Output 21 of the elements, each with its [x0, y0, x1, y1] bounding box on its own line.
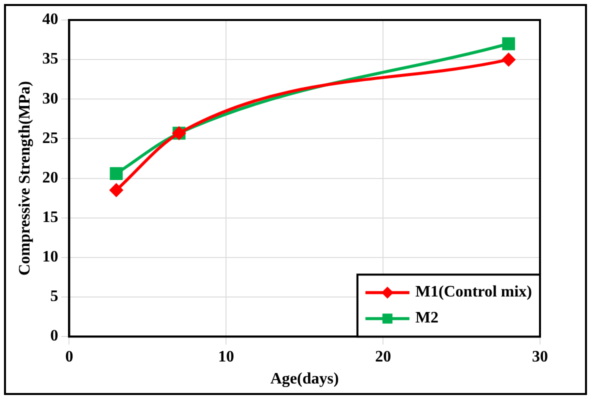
point — [110, 184, 123, 197]
point — [502, 53, 516, 66]
y-tick-label: 20 — [42, 169, 58, 186]
y-tick-label: 25 — [42, 130, 58, 147]
y-tick-label: 30 — [42, 90, 58, 108]
x-tick-label: 0 — [65, 348, 74, 366]
y-axis-title: Compressive Strength(MPa) — [16, 81, 34, 276]
y-tick-label: 35 — [42, 50, 58, 68]
legend-label: M2 — [415, 310, 439, 327]
x-tick-label: 20 — [375, 348, 392, 366]
y-tick-label: 10 — [42, 248, 58, 266]
x-tick-label: 30 — [532, 348, 548, 366]
y-tick-label: 5 — [50, 288, 58, 306]
y-tick-label: 40 — [42, 11, 58, 28]
legend-label: M1(Control mix) — [415, 284, 532, 301]
point — [110, 167, 123, 180]
y-tick-label: 0 — [50, 328, 58, 345]
x-axis-title: Age(days) — [270, 370, 339, 388]
y-tick-label: 15 — [42, 209, 58, 226]
point — [502, 37, 516, 50]
x-tick-label: 10 — [218, 348, 234, 366]
